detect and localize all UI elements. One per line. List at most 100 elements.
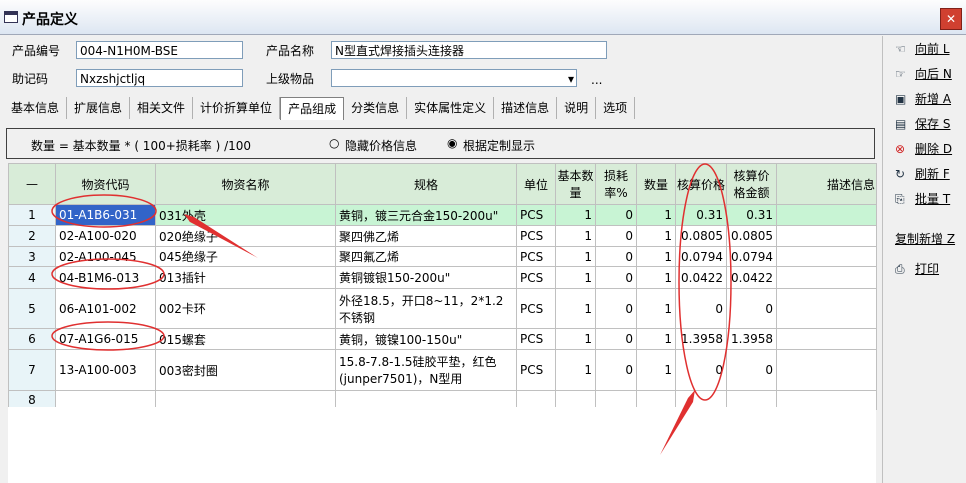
grid-cell: 4 [8, 266, 56, 289]
tab[interactable]: 说明 [557, 97, 597, 119]
input[interactable]: N型直式焊接插头连接器 [331, 41, 607, 59]
grid-cell: 7 [8, 349, 56, 391]
column-header: 基本数量 [555, 163, 596, 205]
grid-cell: 013插针 [155, 266, 336, 289]
grid-cell: PCS [516, 246, 556, 267]
radio[interactable]: ○ [329, 136, 340, 150]
tab[interactable]: 相关文件 [130, 97, 194, 119]
sidebar-button[interactable]: 保存 S [915, 117, 951, 131]
sidebar-button[interactable]: 复制新增 Z [895, 232, 956, 246]
icon: ⎘ [895, 192, 905, 206]
grid-row[interactable]: 1 01-A1B6-031 031外壳 黄铜，镀三元合金150-200u" PCS 1 0 1… [8, 204, 877, 226]
tab-bar: 基本信息 扩展信息 相关文件 计价折算单位 产品组成 分类信息 实体属性定义 描述信息 说明 选项 [4, 97, 636, 121]
close-button[interactable]: ✕ [940, 8, 962, 30]
tab[interactable]: 产品组成 [280, 97, 345, 120]
sidebar-button[interactable]: 批量 T [915, 192, 951, 206]
radio[interactable]: ◉ [447, 136, 458, 150]
grid-cell: 0 [595, 349, 637, 391]
grid-empty-area [8, 407, 876, 483]
grid-row[interactable]: 8 [8, 390, 877, 410]
icon: ▣ [895, 92, 907, 106]
column-header: 数量 [636, 163, 676, 205]
column-header: 核算价格金额 [726, 163, 777, 205]
grid-cell: 04-B1M6-013 [55, 266, 156, 289]
grid-row[interactable]: 4 04-B1M6-013 013插针 黄铜镀银150-200u" PCS 1 0 1 0.04… [8, 266, 877, 289]
input[interactable]: 004-N1H0M-BSE [76, 41, 243, 59]
grid-row[interactable]: 7 13-A100-003 003密封圈 15.8-7.8-1.5硅胶平垫，红色(ju… [8, 349, 877, 391]
grid-cell: PCS [516, 204, 556, 226]
browse-button[interactable]: ... [591, 73, 603, 87]
column-header: 损耗率% [595, 163, 637, 205]
grid-cell [776, 349, 877, 391]
tab[interactable]: 分类信息 [344, 97, 408, 119]
header-row: — 物资代码 物资名称 规格 单位 基本数量 损耗率% 数量 核算价格 核算价格金额 描述信息 [8, 163, 877, 205]
grid-cell: 15.8-7.8-1.5硅胶平垫，红色(junper7501)，N型用 [335, 349, 517, 391]
highlight-ellipse [51, 321, 165, 351]
title-bar: 产品定义 ✕ [0, 0, 966, 35]
sidebar: ☜ 向前 L ☞ 向后 N ▣ 新增 A ▤ 保存 S ⊗ 删除 D ↻ 刷新 F ⎘ 批量 T 复制新增 … [882, 36, 966, 483]
grid-cell: PCS [516, 328, 556, 350]
grid-cell: 1 [636, 349, 676, 391]
label: 产品编号 [12, 44, 61, 58]
highlight-ellipse [51, 258, 165, 290]
icon: ⎙ [895, 262, 905, 276]
grid-row[interactable]: 3 02-A100-045 045绝缘子 聚四氟乙烯 PCS 1 0 1 0.0794 0.079… [8, 246, 877, 267]
window-title: 产品定义 [22, 12, 78, 28]
grid-cell: 0.0422 [675, 266, 727, 289]
label: 产品名称 [266, 44, 315, 58]
grid-row[interactable]: 6 07-A1G6-015 015螺套 黄铜，镀镍100-150u" PCS 1 0 1 1.3… [8, 328, 877, 350]
grid-cell: 0 [675, 288, 727, 329]
sidebar-button[interactable]: 打印 [915, 262, 940, 276]
grid-cell: 聚四氟乙烯 [335, 246, 517, 267]
formula-box: 数量 = 基本数量 * ( 100+损耗率 ) /100 ○ 隐藏价格信息 ◉ … [6, 128, 875, 159]
sidebar-button[interactable]: 向后 N [915, 67, 952, 81]
column-header: 规格 [335, 163, 517, 205]
window-icon [4, 11, 18, 23]
dropdown[interactable]: ▾ [331, 69, 577, 87]
radio-label[interactable]: 根据定制显示 [463, 139, 536, 153]
grid-cell: 5 [8, 288, 56, 329]
grid-cell: 0.31 [675, 204, 727, 226]
grid-cell: 0 [726, 349, 777, 391]
grid-cell: 1 [636, 288, 676, 329]
grid-cell: 1 [8, 204, 56, 226]
arrow [660, 390, 695, 455]
formula-text: 数量 = 基本数量 * ( 100+损耗率 ) /100 [31, 139, 252, 153]
icon: ▤ [895, 117, 907, 131]
column-header: 描述信息 [776, 163, 877, 205]
grid-row[interactable]: 5 06-A101-002 002卡环 外径18.5，开口8~11，2*1.2不锈钢 P… [8, 288, 877, 329]
label: 助记码 [12, 72, 49, 86]
icon: ☜ [895, 42, 906, 56]
radio-label[interactable]: 隐藏价格信息 [345, 139, 418, 153]
grid-cell: 13-A100-003 [55, 349, 156, 391]
sidebar-button[interactable]: 删除 D [915, 142, 953, 156]
grid-cell: 003密封圈 [155, 349, 336, 391]
grid-cell: 07-A1G6-015 [55, 328, 156, 350]
arrow [184, 214, 258, 258]
tab[interactable]: 计价折算单位 [193, 97, 281, 119]
tab[interactable]: 实体属性定义 [407, 97, 495, 119]
tab[interactable]: 选项 [596, 97, 636, 119]
column-header: 核算价格 [675, 163, 727, 205]
input[interactable]: Nxzshjctljq [76, 69, 243, 87]
highlight-ellipse [678, 163, 732, 401]
highlight-ellipse [51, 194, 157, 228]
grid-cell: 02-A100-045 [55, 246, 156, 267]
label: 上级物品 [266, 72, 315, 86]
tab[interactable]: 扩展信息 [67, 97, 131, 119]
icon: ⊗ [895, 142, 906, 156]
grid-cell: 8 [8, 390, 56, 410]
sidebar-button[interactable]: 向前 L [915, 42, 950, 56]
data-grid: — 物资代码 物资名称 规格 单位 基本数量 损耗率% 数量 核算价格 核算价格金额 描述信息 1 01… [8, 163, 877, 410]
column-header: — [8, 163, 56, 205]
column-header: 单位 [516, 163, 556, 205]
tab[interactable]: 基本信息 [4, 97, 68, 119]
tab[interactable]: 描述信息 [494, 97, 558, 119]
sidebar-button[interactable]: 新增 A [915, 92, 952, 106]
grid-cell [776, 288, 877, 329]
grid-cell: 聚四佛乙烯 [335, 225, 517, 247]
sidebar-button[interactable]: 刷新 F [915, 167, 950, 181]
grid-cell: 0.0794 [726, 246, 777, 267]
